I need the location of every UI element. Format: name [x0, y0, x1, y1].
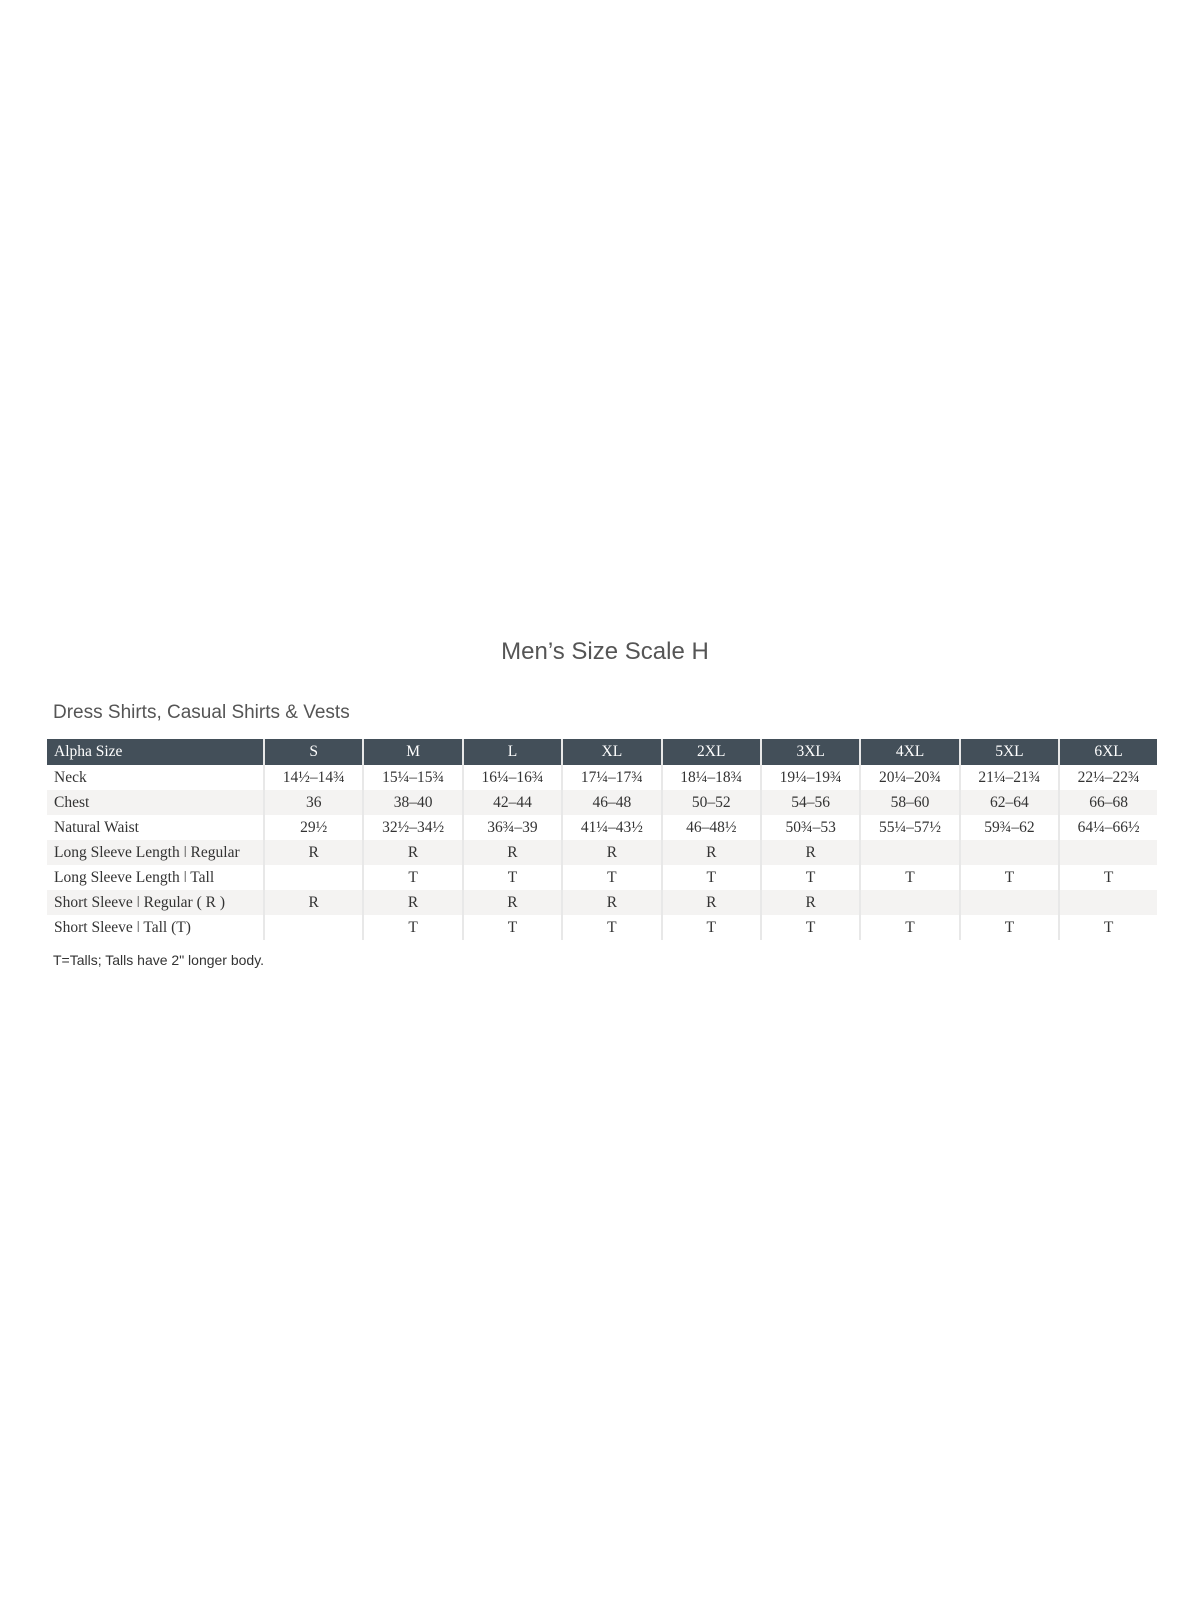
section-subtitle: Dress Shirts, Casual Shirts & Vests — [53, 702, 350, 723]
table-cell: 66–68 — [1058, 790, 1157, 815]
table-cell: 46–48 — [561, 790, 662, 815]
table-cell: 15¼–15¾ — [362, 765, 463, 790]
table-cell: T — [1058, 865, 1157, 890]
table-cell — [1058, 840, 1157, 865]
table-cell: 29½ — [262, 815, 364, 840]
size-header: 3XL — [759, 739, 861, 765]
table-cell: T — [362, 865, 463, 890]
table-row: Short Sleeve ǀ Tall (T) T T T T T T T T — [47, 915, 1157, 940]
table-cell: 62–64 — [958, 790, 1060, 815]
table-cell: T — [660, 865, 761, 890]
table-cell: R — [759, 840, 861, 865]
table-cell: 18¼–18¾ — [660, 765, 761, 790]
size-header: M — [362, 739, 463, 765]
table-row: Short Sleeve ǀ Regular ( R ) R R R R R R — [47, 890, 1157, 915]
row-label: Natural Waist — [54, 818, 139, 836]
table-cell: R — [561, 890, 662, 915]
table-cell: T — [859, 865, 960, 890]
row-label: Short Sleeve ǀ Regular ( R ) — [47, 890, 264, 915]
table-cell: T — [362, 915, 463, 940]
table-cell — [859, 840, 960, 865]
row-label: Long Sleeve Length ǀ Tall — [54, 868, 215, 886]
table-cell: R — [362, 890, 463, 915]
table-cell: T — [660, 915, 761, 940]
table-cell: R — [561, 840, 662, 865]
table-cell: 17¼–17¾ — [561, 765, 662, 790]
table-cell — [859, 890, 960, 915]
header-row: Alpha Size S M L XL 2XL 3XL 4XL 5XL 6XL — [47, 739, 1157, 765]
table-cell: 58–60 — [859, 790, 960, 815]
table-cell: 50¾–53 — [759, 815, 861, 840]
table-cell: 36¾–39 — [461, 815, 563, 840]
row-label: Long Sleeve Length ǀ Regular — [47, 840, 264, 865]
table-cell: T — [561, 865, 662, 890]
table-cell: 55¼–57½ — [859, 815, 960, 840]
table-cell: T — [958, 915, 1060, 940]
table-cell — [958, 890, 1060, 915]
table-cell: 59¾–62 — [958, 815, 1060, 840]
table-cell: T — [759, 865, 861, 890]
size-header: 6XL — [1058, 739, 1157, 765]
table-cell: 46–48½ — [660, 815, 761, 840]
row-label: Neck — [54, 768, 87, 786]
table-cell: R — [660, 840, 761, 865]
table-cell: T — [759, 915, 861, 940]
table-cell: 42–44 — [461, 790, 563, 815]
table-cell: T — [461, 865, 563, 890]
table-cell: R — [461, 840, 563, 865]
table-cell: 21¼–21¾ — [958, 765, 1060, 790]
table-cell: R — [362, 840, 463, 865]
table-cell — [262, 915, 364, 940]
table-cell: 22¼–22¾ — [1058, 765, 1157, 790]
table-row: Neck 14½–14¾ 15¼–15¾ 16¼–16¾ 17¼–17¾ 18¼–18¾ 1… — [47, 765, 1157, 790]
header-label: Alpha Size — [47, 739, 264, 765]
table-row: Natural Waist 29½ 32½–34½ 36¾–39 41¼–43½ 46–4… — [47, 815, 1157, 840]
table-cell — [1058, 890, 1157, 915]
row-label: Short Sleeve ǀ Tall (T) — [54, 918, 191, 936]
table-cell — [262, 865, 364, 890]
page-title: Men’s Size Scale H — [501, 638, 709, 665]
table-cell: R — [262, 840, 364, 865]
table-row: Chest 36 38–40 42–44 46–48 50–52 54–56 58–60 62–… — [47, 790, 1157, 815]
table-cell: 54–56 — [759, 790, 861, 815]
table-cell: 16¼–16¾ — [461, 765, 563, 790]
size-header: 5XL — [958, 739, 1060, 765]
table-cell: R — [759, 890, 861, 915]
footnote: T=Talls; Talls have 2" longer body. — [53, 952, 265, 968]
table-cell — [958, 840, 1060, 865]
table-cell: T — [1058, 915, 1157, 940]
table-cell: R — [461, 890, 563, 915]
table-cell: T — [859, 915, 960, 940]
table-cell: T — [561, 915, 662, 940]
table-cell: 20¼–20¾ — [859, 765, 960, 790]
table-cell: T — [958, 865, 1060, 890]
table-cell: 38–40 — [362, 790, 463, 815]
table-cell: 19¼–19¾ — [759, 765, 861, 790]
table-cell: T — [461, 915, 563, 940]
table-cell: R — [660, 890, 761, 915]
table-cell: R — [262, 890, 364, 915]
table-cell: 32½–34½ — [362, 815, 463, 840]
row-label: Chest — [47, 790, 264, 815]
table-cell: 14½–14¾ — [262, 765, 364, 790]
size-chart-table: Alpha Size S M L XL 2XL 3XL 4XL 5XL 6XL Neck 14½–1… — [47, 739, 1157, 940]
size-header: 2XL — [660, 739, 761, 765]
size-header: S — [262, 739, 364, 765]
size-header: 4XL — [859, 739, 960, 765]
table-cell: 64¼–66½ — [1058, 815, 1157, 840]
table-cell: 50–52 — [660, 790, 761, 815]
size-header: L — [461, 739, 563, 765]
size-header: XL — [561, 739, 662, 765]
table-row: Long Sleeve Length ǀ Tall T T T T T T T T — [47, 865, 1157, 890]
table-row: Long Sleeve Length ǀ Regular R R R R R R — [47, 840, 1157, 865]
table-cell: 41¼–43½ — [561, 815, 662, 840]
table-cell: 36 — [262, 790, 364, 815]
